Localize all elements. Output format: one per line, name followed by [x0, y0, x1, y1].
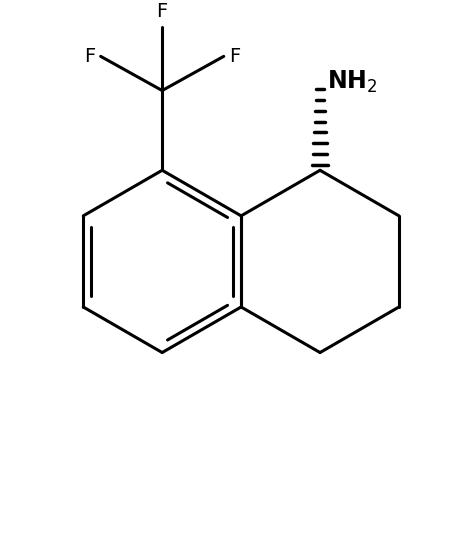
Text: F: F — [229, 47, 240, 66]
Text: NH$_2$: NH$_2$ — [326, 68, 376, 95]
Text: F: F — [84, 47, 95, 66]
Text: F: F — [156, 2, 168, 22]
